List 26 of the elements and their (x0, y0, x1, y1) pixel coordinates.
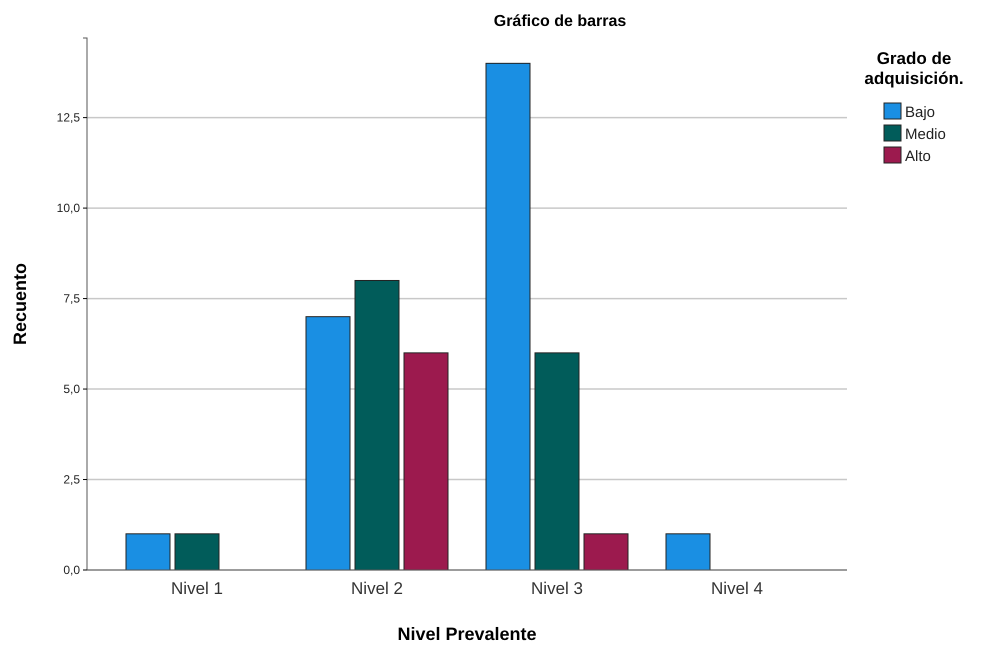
x-tick-label: Nivel 1 (171, 579, 223, 598)
y-tick-label: 2,5 (63, 472, 80, 486)
x-tick-label: Nivel 4 (711, 579, 763, 598)
bar (306, 316, 350, 570)
y-axis-title: Recuento (10, 262, 30, 346)
x-tick-label: Nivel 2 (351, 579, 403, 598)
bar (486, 62, 530, 570)
legend-label: Medio (905, 126, 946, 143)
chart-title: Gráfico de barras (494, 13, 626, 30)
bar (584, 533, 628, 570)
bar (534, 352, 580, 570)
legend-label: Alto (905, 148, 931, 165)
y-tick-label: 0,0 (63, 562, 80, 577)
y-tick-label: 5,0 (63, 382, 80, 396)
legend-label: Bajo (905, 104, 936, 121)
y-tick-label: 12,5 (56, 110, 80, 124)
legend-title: Grado de adquisición. (864, 49, 964, 88)
x-axis-title: Nivel Prevalente (397, 624, 537, 644)
bar (666, 533, 710, 570)
bar (126, 533, 170, 570)
bar (174, 533, 220, 570)
bar (404, 352, 448, 570)
bar (354, 280, 400, 570)
x-tick-label: Nivel 3 (531, 579, 583, 598)
y-tick-label: 10,0 (56, 200, 80, 215)
y-tick-label: 7,5 (63, 291, 80, 306)
